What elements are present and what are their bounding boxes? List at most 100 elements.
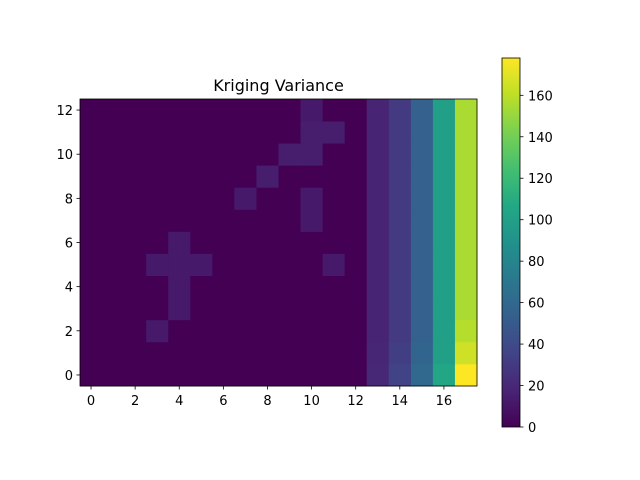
heatmap-cell — [366, 363, 390, 387]
heatmap-cell — [102, 341, 125, 365]
heatmap-cell — [124, 187, 147, 210]
heatmap-cell — [322, 121, 346, 144]
heatmap-cell — [124, 165, 147, 188]
heatmap-cell — [344, 231, 368, 254]
heatmap-cell — [102, 231, 125, 254]
heatmap-cell — [454, 99, 478, 122]
heatmap-cell — [234, 275, 257, 299]
heatmap-cell — [388, 297, 412, 321]
colorbar-tick-label: 140 — [528, 131, 553, 146]
heatmap-cell — [388, 143, 412, 166]
heatmap-cell — [256, 121, 279, 144]
heatmap-cell — [124, 319, 147, 343]
heatmap-cell — [454, 231, 478, 254]
heatmap-cell — [256, 253, 279, 277]
heatmap-cell — [432, 165, 456, 188]
heatmap-cell — [212, 143, 235, 166]
heatmap-cell — [410, 363, 434, 387]
heatmap-cell — [190, 253, 213, 277]
heatmap-cell — [124, 341, 147, 365]
heatmap-cell — [190, 341, 213, 365]
heatmap-cell — [256, 231, 279, 254]
heatmap-cell — [168, 187, 191, 210]
heatmap-cell — [388, 187, 412, 210]
heatmap-cell — [168, 121, 191, 144]
colorbar-gradient — [501, 57, 521, 428]
heatmap-cell — [432, 253, 456, 277]
heatmap-cell — [454, 253, 478, 277]
heatmap-cell — [146, 121, 169, 144]
heatmap-cell — [190, 363, 213, 387]
heatmap-cell — [278, 341, 301, 365]
heatmap-cell — [212, 297, 235, 321]
heatmap-cell — [300, 319, 324, 343]
heatmap-cell — [234, 165, 257, 188]
heatmap-cell — [146, 187, 169, 210]
heatmap-cell — [256, 297, 279, 321]
heatmap-cell — [454, 319, 478, 343]
heatmap-cell — [146, 297, 169, 321]
heatmap-cell — [102, 99, 125, 122]
heatmap-cell — [212, 121, 235, 144]
heatmap-cell — [300, 275, 324, 299]
heatmap-cell — [410, 297, 434, 321]
heatmap-cell — [212, 187, 235, 210]
heatmap-cell — [432, 319, 456, 343]
heatmap-cell — [146, 99, 169, 122]
heatmap-cell — [344, 99, 368, 122]
heatmap-cell — [168, 165, 191, 188]
heatmap-cell — [190, 121, 213, 144]
heatmap-cell — [102, 187, 125, 210]
heatmap-cell — [278, 143, 301, 166]
heatmap-cell — [366, 187, 390, 210]
heatmap-cell — [344, 297, 368, 321]
heatmap-cell — [300, 165, 324, 188]
heatmap-cell — [146, 363, 169, 387]
heatmap-cell — [212, 165, 235, 188]
heatmap-cell — [234, 297, 257, 321]
heatmap-cell — [432, 341, 456, 365]
colorbar-tick-label: 40 — [528, 338, 545, 353]
heatmap-cell — [300, 231, 324, 254]
colorbar-tick-label: 60 — [528, 297, 545, 312]
heatmap-cell — [322, 297, 346, 321]
heatmap-cell — [212, 275, 235, 299]
heatmap-cell — [212, 99, 235, 122]
heatmap-cell — [344, 121, 368, 144]
heatmap-cell — [322, 275, 346, 299]
heatmap-cell — [168, 143, 191, 166]
heatmap-cell — [410, 187, 434, 210]
heatmap-cell — [366, 209, 390, 232]
heatmap-cell — [146, 253, 169, 277]
heatmap-cell — [300, 341, 324, 365]
heatmap-cell — [234, 99, 257, 122]
heatmap-cell — [146, 319, 169, 343]
heatmap-cell — [366, 143, 390, 166]
heatmap-cell — [146, 231, 169, 254]
heatmap-cell — [212, 319, 235, 343]
heatmap-cell — [454, 297, 478, 321]
heatmap-cell — [168, 275, 191, 299]
heatmap-cell — [278, 231, 301, 254]
heatmap-cell — [388, 165, 412, 188]
heatmap-cell — [410, 143, 434, 166]
heatmap-cell — [168, 341, 191, 365]
heatmap-cell — [278, 165, 301, 188]
heatmap-cell — [454, 209, 478, 232]
heatmap-cell — [432, 99, 456, 122]
heatmap-cell — [322, 231, 346, 254]
y-tick-label: 6 — [65, 237, 73, 252]
heatmap-cell — [388, 121, 412, 144]
heatmap-cell — [410, 165, 434, 188]
heatmap-cell — [300, 121, 324, 144]
heatmap-cell — [388, 99, 412, 122]
heatmap-cell — [432, 231, 456, 254]
heatmap-cell — [234, 231, 257, 254]
heatmap-cell — [256, 319, 279, 343]
heatmap-cell — [366, 319, 390, 343]
heatmap-cell — [410, 231, 434, 254]
heatmap-cell — [410, 121, 434, 144]
heatmap-cell — [168, 99, 191, 122]
heatmap-cell — [388, 319, 412, 343]
heatmap-cell — [344, 275, 368, 299]
